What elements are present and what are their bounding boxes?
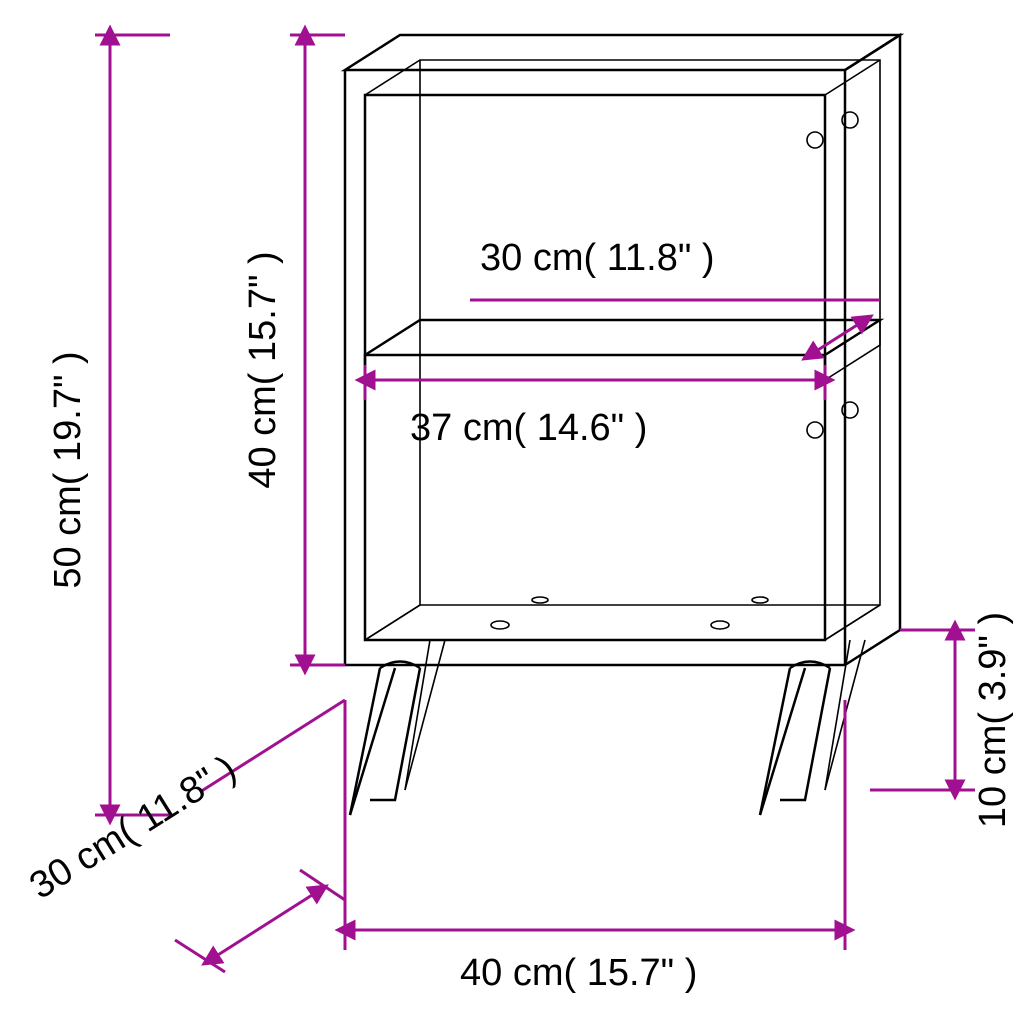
furniture-dimension-diagram: 50 cm( 19.7" ) 40 cm( 15.7" ) 30 cm( 11.… <box>0 0 1024 1024</box>
dim-total-height <box>95 35 170 815</box>
dim-leg-height <box>870 630 975 790</box>
dim-front-width <box>345 700 845 950</box>
label-total-height: 50 cm( 19.7" ) <box>47 351 89 588</box>
dim-inner-width <box>365 365 825 400</box>
label-side-depth: 30 cm( 11.8" ) <box>23 748 244 908</box>
label-cabinet-height: 40 cm( 15.7" ) <box>242 251 284 488</box>
dim-shelf-depth <box>470 300 880 355</box>
label-inner-width: 37 cm( 14.6" ) <box>410 407 647 449</box>
label-shelf-depth: 30 cm( 11.8" ) <box>480 237 715 279</box>
dim-side-depth <box>175 700 345 972</box>
dimension-annotations: 50 cm( 19.7" ) 40 cm( 15.7" ) 30 cm( 11.… <box>23 35 1014 994</box>
label-leg-height: 10 cm( 3.9" ) <box>972 612 1014 828</box>
label-front-width: 40 cm( 15.7" ) <box>460 952 697 994</box>
dim-cabinet-height <box>290 35 345 665</box>
